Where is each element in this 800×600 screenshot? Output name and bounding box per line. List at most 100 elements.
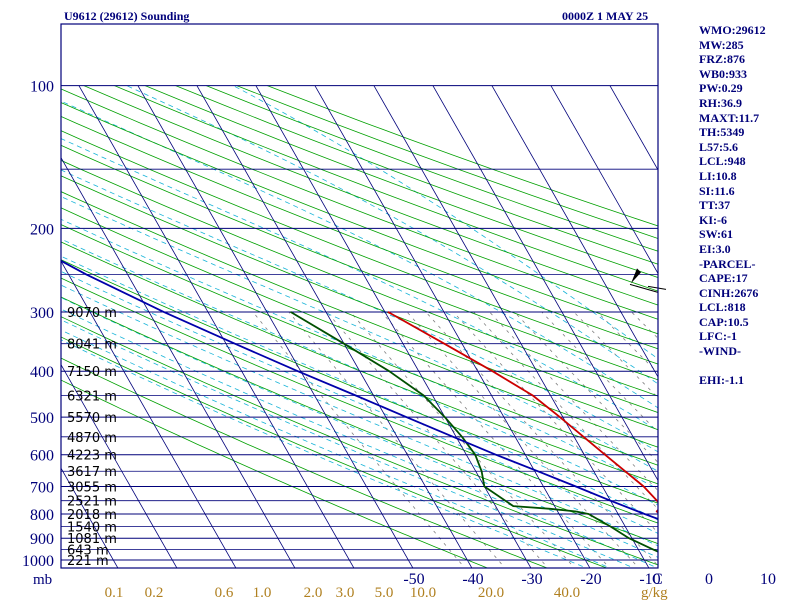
isotherm-line: [0, 86, 60, 570]
dry-adiabat: [61, 144, 658, 381]
moist-adiabat: [61, 169, 658, 453]
mixing-ratio-label: 1.0: [253, 585, 272, 600]
isotherm-line: [61, 363, 178, 568]
isotherm-line: [491, 85, 658, 378]
moist-adiabat: [61, 284, 658, 547]
height-label: 643 m: [67, 543, 109, 558]
stat-item: LFC:-1: [699, 329, 737, 344]
stat-item: LCL:818: [699, 300, 746, 315]
stat-item: L57:5.6: [699, 139, 738, 154]
isotherm-line: [196, 85, 473, 568]
stat-item: TH:5349: [699, 125, 745, 140]
moist-adiabat: [61, 297, 658, 558]
height-label: 4870 m: [67, 431, 117, 446]
dry-adiabat: [61, 336, 608, 568]
sounding-time: 0000Z 1 MAY 25: [562, 9, 649, 23]
height-label: 6321 m: [67, 389, 117, 404]
stat-item: CAPE:17: [699, 271, 748, 286]
dry-adiabat: [114, 85, 658, 292]
mixing-ratio-label: 0.6: [215, 585, 234, 600]
isotherm-line: [255, 85, 532, 568]
isotherm-line: [61, 156, 296, 568]
stat-item: SI:11.6: [699, 183, 735, 198]
height-label: 8041 m: [67, 338, 117, 353]
height-label: 5570 m: [67, 411, 117, 426]
pressure-tick-label: 200: [30, 221, 54, 238]
stat-item: [699, 359, 766, 374]
dry-adiabat: [61, 316, 658, 566]
temperature-tick-label: -30: [521, 571, 542, 588]
pressure-tick-label: 800: [30, 507, 54, 524]
stat-item: FRZ:876: [699, 52, 745, 67]
wind-barb: [629, 268, 659, 293]
pressure-tick-label: 1000: [22, 553, 54, 570]
mixing-ratio-unit-label: g/kg: [641, 585, 668, 600]
wind-barb-pennant: [631, 268, 641, 284]
height-label: 3055 m: [67, 480, 117, 495]
stat-item: LI:10.8: [699, 168, 737, 183]
station-title: U9612 (29612) Sounding: [64, 9, 190, 23]
moist-adiabat: [61, 308, 658, 568]
stats-panel: WMO:29612 MW:285 FRZ:876 WB0:933 PW:0.29 RH:3…: [699, 23, 766, 388]
isotherm-line: [609, 85, 658, 171]
dewpoint-profile: [290, 311, 658, 553]
stat-item: LCL:948: [699, 154, 746, 169]
mixing-ratio-label: 5.0: [375, 585, 394, 600]
pressure-tick-label: 300: [30, 305, 54, 322]
pressure-tick-label: 400: [30, 364, 54, 381]
stat-item: MW:285: [699, 37, 744, 52]
height-label: 1540 m: [67, 520, 117, 535]
stat-item: -WIND-: [699, 344, 741, 359]
isotherm-line: [0, 86, 1, 570]
plot-frame: [60, 23, 659, 569]
stat-item: SW:61: [699, 227, 734, 242]
temperature-tick-label: -10: [639, 571, 660, 588]
height-label: 7150 m: [67, 365, 117, 380]
dry-adiabat: [61, 207, 658, 448]
mixing-ratio-line: [326, 311, 549, 568]
pressure-tick-label: 900: [30, 531, 54, 548]
mixing-ratio-label: 0.1: [105, 585, 124, 600]
mixing-ratio-line: [252, 311, 466, 568]
moist-adiabat: [61, 319, 635, 568]
dry-adiabat: [61, 191, 658, 431]
dry-adiabat: [61, 130, 658, 365]
mixing-ratio-label: 0.2: [145, 585, 164, 600]
mixing-ratio-line: [489, 311, 658, 492]
pressure-unit-label: mb: [33, 572, 52, 588]
height-label: 9070 m: [67, 306, 117, 321]
stat-item: MAXT:11.7: [699, 110, 760, 125]
stat-item: KI:-6: [699, 212, 727, 227]
pressure-tick-label: 700: [30, 479, 54, 496]
isotherm-line: [78, 85, 355, 568]
moist-adiabat: [61, 238, 658, 506]
temperature-unit-label: C: [652, 571, 663, 588]
stat-item: PW:0.29: [699, 81, 743, 96]
dry-adiabat: [61, 102, 658, 335]
height-label: 3617 m: [67, 465, 117, 480]
moist-adiabat: [61, 218, 658, 490]
dry-adiabat: [61, 379, 489, 568]
mixing-ratio-label: 10.0: [410, 585, 436, 600]
height-label: 2521 m: [67, 495, 117, 510]
stat-item: EHI:-1.1: [699, 373, 744, 388]
dry-adiabat: [61, 159, 658, 397]
dry-adiabat: [61, 224, 658, 466]
height-label: 221 m: [67, 554, 109, 569]
mixing-ratio-line: [473, 311, 658, 510]
parcel-profile: [61, 259, 658, 520]
isotherm-line: [61, 467, 119, 568]
height-label: 2018 m: [67, 508, 117, 523]
stat-item: WMO:29612: [699, 23, 766, 37]
dry-adiabat: [61, 259, 658, 504]
stat-item: -PARCEL-: [699, 256, 756, 271]
dry-adiabat: [83, 85, 658, 306]
mixing-ratio-line: [288, 311, 506, 568]
mixing-ratio-label: 20.0: [478, 585, 504, 600]
moist-adiabat: [61, 255, 658, 521]
moist-adiabat: [61, 100, 658, 409]
temperature-tick-label: -20: [580, 571, 601, 588]
wind-barb: [647, 285, 667, 290]
height-label: 1081 m: [67, 532, 117, 547]
isotherm-line: [432, 85, 658, 482]
